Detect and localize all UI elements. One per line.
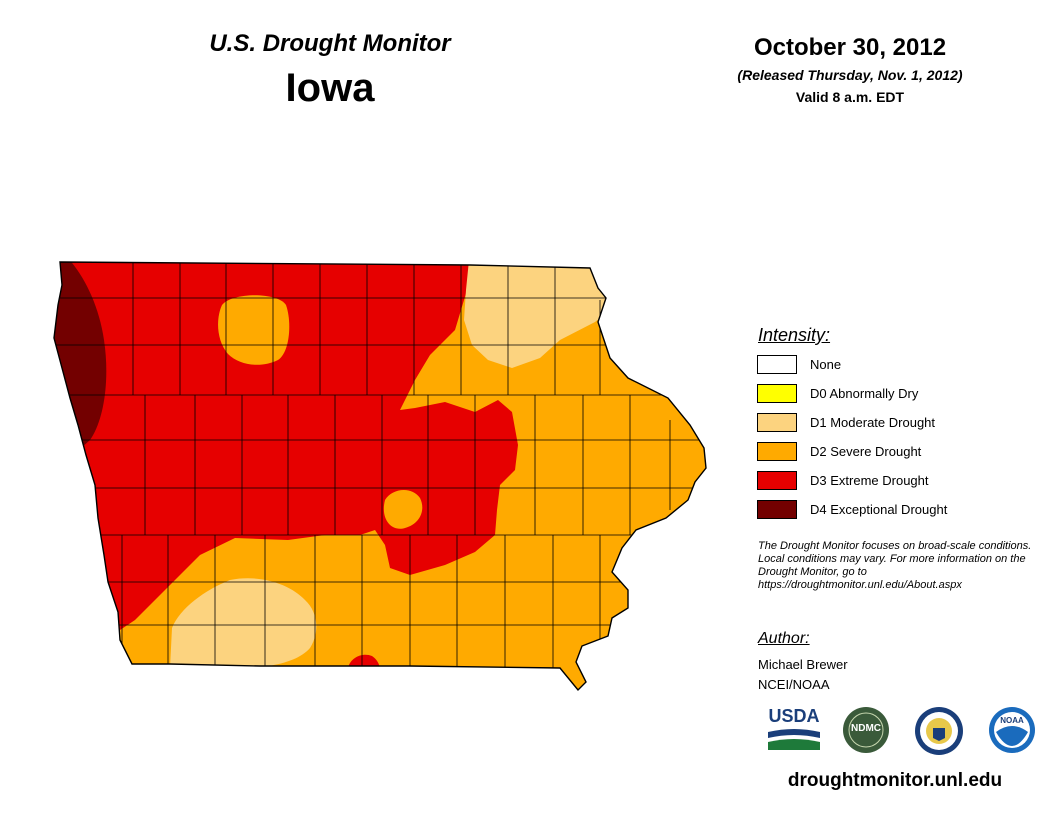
legend-label: D1 Moderate Drought — [810, 415, 936, 430]
valid-time: Valid 8 a.m. EDT — [795, 89, 905, 105]
legend-label: None — [810, 357, 842, 372]
state-outline — [53, 261, 707, 692]
release-date: (Released Thursday, Nov. 1, 2012) — [737, 67, 963, 83]
state-name: Iowa — [285, 66, 375, 110]
noaa-logo: NOAA — [988, 706, 1036, 759]
legend-swatch — [757, 442, 797, 461]
legend-swatch — [757, 413, 797, 432]
d1-moderate-northeast — [464, 262, 610, 368]
author-name: Michael Brewer — [758, 657, 848, 672]
usda-logo: USDA — [768, 706, 820, 752]
legend-label: D3 Extreme Drought — [810, 473, 929, 488]
d2-pocket-north — [218, 295, 290, 365]
footer-url[interactable]: droughtmonitor.unl.edu — [787, 770, 1003, 791]
usda-logo-text: USDA — [768, 706, 820, 726]
legend-swatch — [757, 471, 797, 490]
legend-swatch — [757, 500, 797, 519]
author-org: NCEI/NOAA — [758, 677, 830, 692]
header-title: U.S. Drought Monitor — [209, 30, 451, 57]
legend-swatch — [757, 384, 797, 403]
legend-label: D0 Abnormally Dry — [810, 386, 919, 401]
ndmc-logo: NDMC — [842, 706, 890, 759]
legend-title: Intensity: — [758, 325, 831, 345]
commerce-logo — [914, 706, 964, 761]
noaa-logo-text: NOAA — [1000, 716, 1024, 725]
commerce-seal-icon — [915, 707, 963, 755]
ndmc-seal-icon — [843, 707, 889, 753]
map-date: October 30, 2012 — [753, 34, 947, 61]
legend-label: D2 Severe Drought — [810, 444, 922, 459]
legend-swatch — [757, 355, 797, 374]
usda-wave-icon — [768, 729, 820, 750]
iowa-drought-map — [53, 261, 707, 692]
noaa-seal-icon — [989, 707, 1035, 753]
d1-moderate-south — [170, 578, 317, 668]
author-heading: Author: — [758, 630, 810, 647]
ndmc-logo-text: NDMC — [851, 723, 881, 734]
disclaimer-note: The Drought Monitor focuses on broad-sca… — [758, 540, 1032, 591]
legend-label: D4 Exceptional Drought — [810, 502, 948, 517]
d2-pocket-central — [383, 489, 423, 529]
